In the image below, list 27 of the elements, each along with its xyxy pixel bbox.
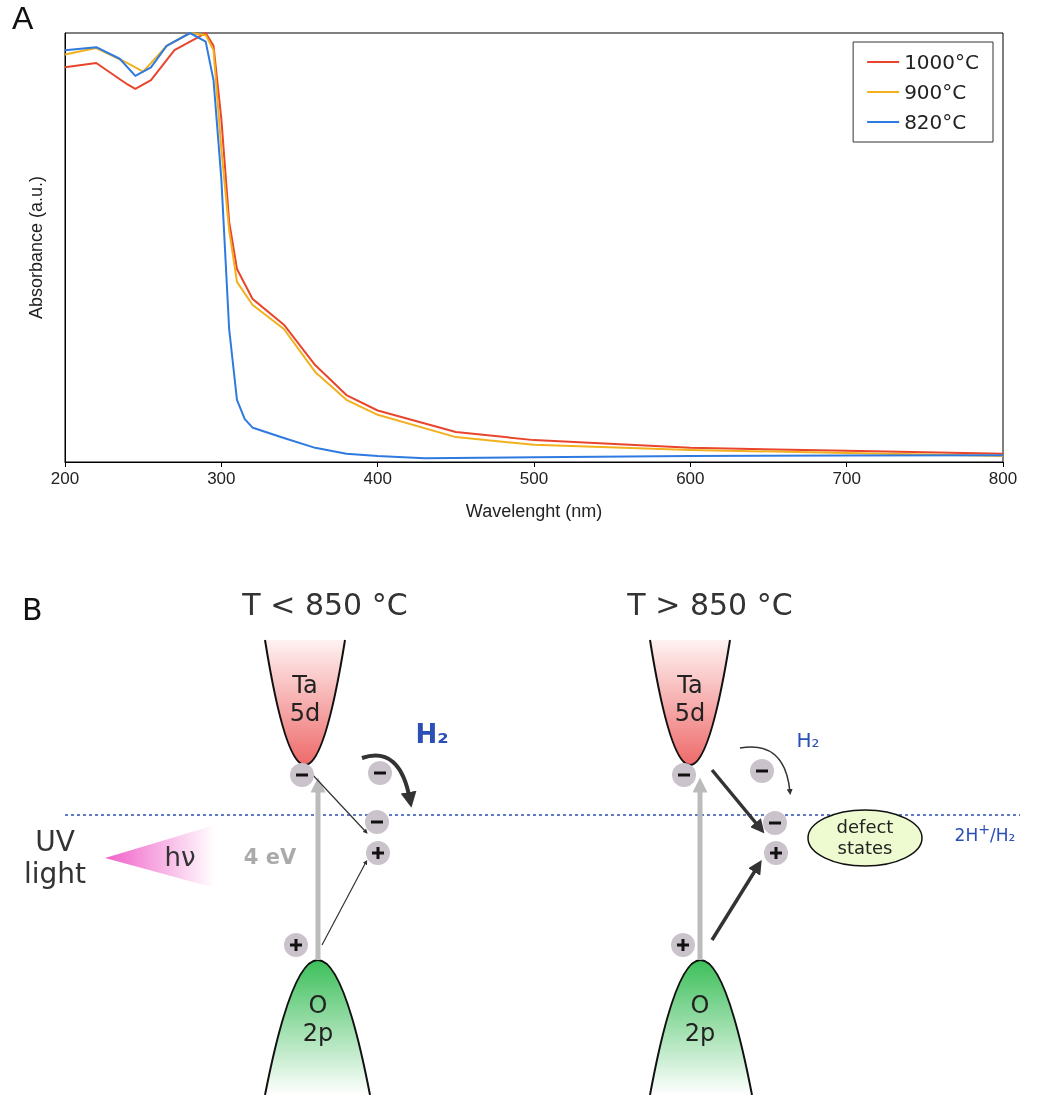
y-axis-title: Absorbance (a.u.): [26, 175, 46, 320]
text: 4 eV: [243, 844, 297, 870]
legend-label: 900°C: [904, 80, 967, 104]
x-tick-label: 400: [363, 469, 392, 488]
text: A: [12, 0, 34, 36]
legend-label: 820°C: [904, 110, 967, 134]
text: Ta 5d: [288, 671, 322, 728]
text: H₂: [415, 719, 449, 750]
x-tick-label: 300: [207, 469, 236, 488]
text: T > 850 °C: [627, 586, 793, 623]
x-tick-label: 600: [676, 469, 705, 488]
text: hν: [164, 842, 196, 873]
text: H₂: [796, 727, 820, 752]
text: 2H$^{+}$/H₂: [954, 820, 1016, 846]
legend-label: 1000°C: [904, 50, 980, 74]
x-tick-label: 500: [519, 469, 549, 488]
text: O 2p: [683, 991, 717, 1048]
text: B: [22, 591, 43, 628]
text: T < 850 °C: [242, 586, 408, 623]
x-tick-label: 700: [832, 469, 861, 488]
x-tick-label: 800: [988, 469, 1018, 488]
x-tick-label: 200: [50, 469, 80, 488]
text: O 2p: [301, 991, 335, 1048]
x-axis-title: Wavelenght (nm): [465, 501, 603, 521]
text: Ta 5d: [673, 671, 707, 728]
text: UV light: [22, 824, 88, 891]
text: defect states: [835, 816, 895, 859]
